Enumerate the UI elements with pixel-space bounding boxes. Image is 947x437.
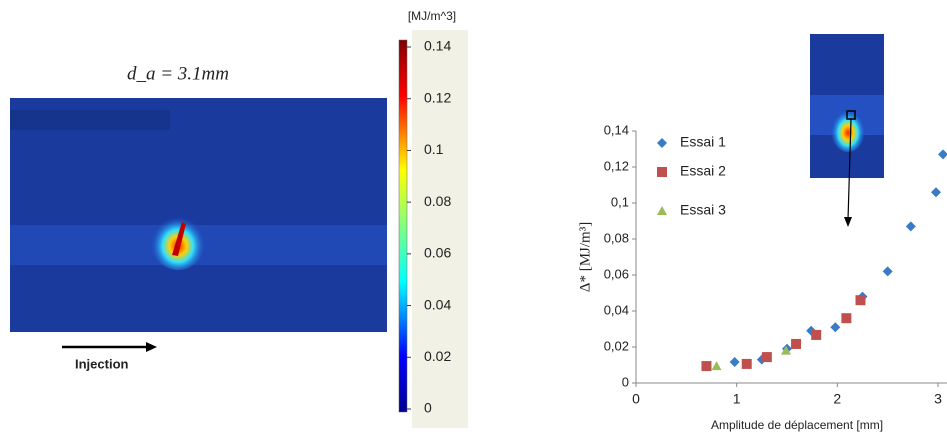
y-tick-label: 0,14 <box>604 122 629 137</box>
inset-hot-spot <box>830 104 866 152</box>
colorbar-tick-label: 0.1 <box>424 141 444 157</box>
y-tick-label: 0,02 <box>604 338 629 353</box>
arrow <box>847 118 852 221</box>
colorbar-tick-label: 0 <box>424 400 432 416</box>
data-point <box>811 329 822 340</box>
x-tick-label: 1 <box>733 391 741 407</box>
x-tick-label: 0 <box>632 391 640 407</box>
data-point <box>729 356 740 367</box>
colorbar-tick-label: 0.06 <box>424 245 451 261</box>
data-point <box>930 187 941 198</box>
legend-label: Essai 1 <box>680 134 726 150</box>
data-point <box>841 313 852 324</box>
x-tick-label: 2 <box>833 391 841 407</box>
image-band <box>10 110 170 130</box>
legend-label: Essai 2 <box>680 163 726 179</box>
y-tick-label: 0 <box>622 374 629 389</box>
legend-marker <box>657 206 667 215</box>
y-tick-label: 0,1 <box>611 194 629 209</box>
colorbar-tick-label: 0.14 <box>424 38 451 54</box>
arrow-head <box>844 217 852 227</box>
legend-marker <box>657 167 667 177</box>
colorbar-tick-label: 0.04 <box>424 296 451 312</box>
x-tick-label: 3 <box>934 391 942 407</box>
colorbar-unit: [MJ/m^3] <box>408 9 456 23</box>
y-tick-label: 0,12 <box>604 158 629 173</box>
thermal-image <box>10 98 387 332</box>
data-point <box>761 352 772 363</box>
data-point <box>780 345 791 355</box>
y-tick-label: 0,08 <box>604 230 629 245</box>
colorbar-tick-label: 0.12 <box>424 89 451 105</box>
legend-marker <box>657 138 667 148</box>
data-point <box>905 221 916 232</box>
data-point <box>701 361 712 372</box>
hot-core <box>172 222 186 256</box>
colorbar-label-bg <box>412 30 468 428</box>
y-tick-label: 0,04 <box>604 302 629 317</box>
colorbar <box>398 39 408 413</box>
data-point <box>791 338 802 349</box>
colorbar-tick-label: 0.08 <box>424 193 451 209</box>
arrow-head <box>146 342 157 352</box>
data-point <box>741 358 752 369</box>
x-axis-label: Amplitude de déplacement [mm] <box>711 418 883 432</box>
y-axis-label: Δ* [MJ/m³] <box>577 222 593 292</box>
data-point <box>711 361 722 371</box>
y-tick-label: 0,06 <box>604 266 629 281</box>
colorbar-tick-label: 0.02 <box>424 348 451 364</box>
data-point <box>855 295 866 306</box>
legend-label: Essai 3 <box>680 202 726 218</box>
data-point <box>882 266 893 277</box>
data-point <box>938 149 947 160</box>
formula: d_a = 3.1mm <box>127 63 229 84</box>
arrow-label: Injection <box>75 356 129 371</box>
data-point <box>830 322 841 333</box>
